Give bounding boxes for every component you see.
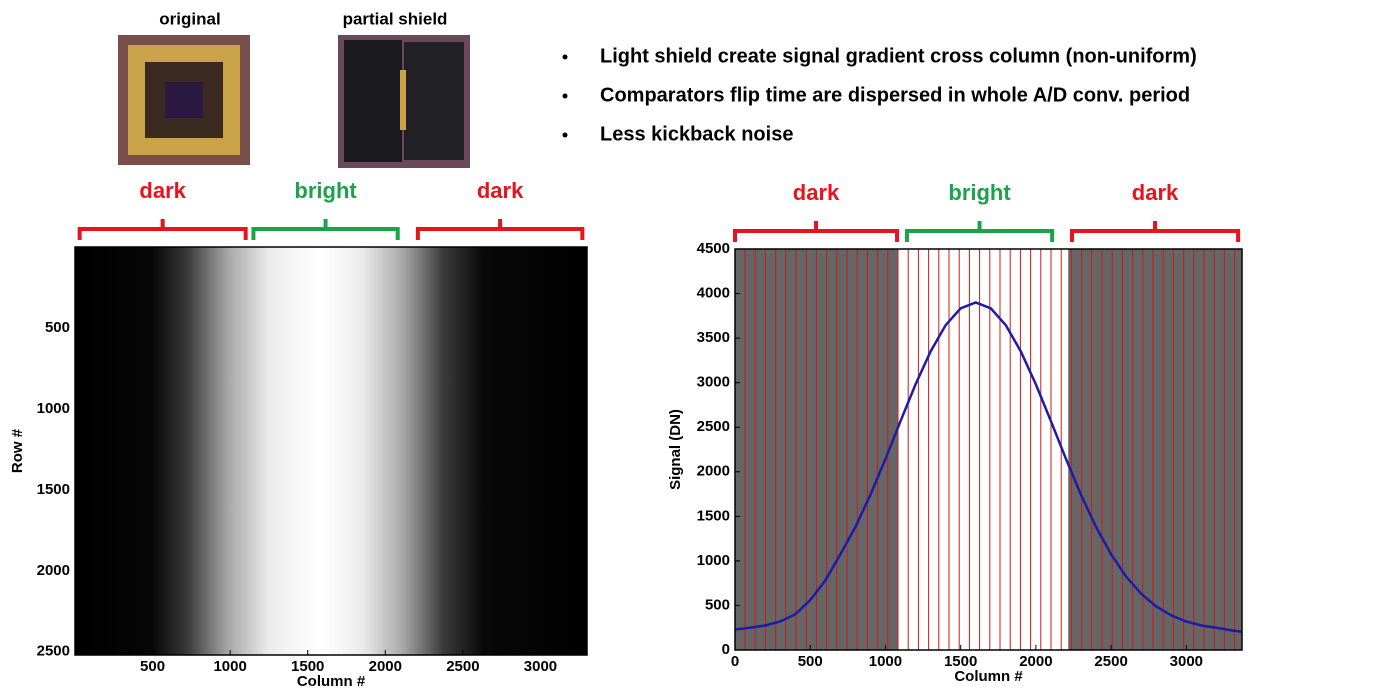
- x-axis-label: Column #: [297, 673, 366, 690]
- x-tick-label: 500: [140, 658, 165, 675]
- x-tick-label: 2500: [1094, 653, 1127, 670]
- bullet-dot: [563, 55, 568, 60]
- x-axis-label: Column #: [954, 668, 1023, 685]
- y-tick-label: 500: [705, 596, 730, 613]
- y-axis-label: Signal (DN): [667, 409, 684, 490]
- image-plot: [75, 247, 587, 655]
- y-tick-label: 2500: [697, 418, 730, 435]
- region-label: bright: [294, 178, 357, 203]
- y-tick-label: 2000: [697, 463, 730, 480]
- region-label: dark: [477, 178, 524, 203]
- y-tick-label: 2500: [37, 643, 70, 660]
- region-label: dark: [793, 180, 840, 205]
- region-bracket: [253, 219, 397, 240]
- y-tick-label: 1000: [37, 400, 70, 417]
- bullet-dot: [563, 94, 568, 99]
- slide: original partial shield Light shield cre…: [0, 0, 1374, 696]
- y-tick-label: 0: [722, 641, 730, 658]
- x-tick-label: 3000: [1170, 653, 1203, 670]
- photo-label: original: [159, 9, 220, 28]
- y-tick-label: 4000: [697, 285, 730, 302]
- y-tick-label: 3000: [697, 374, 730, 391]
- y-tick-label: 1500: [697, 507, 730, 524]
- x-tick-label: 2000: [1019, 653, 1052, 670]
- x-tick-label: 1000: [213, 658, 246, 675]
- y-tick-label: 3500: [697, 329, 730, 346]
- y-tick-label: 2000: [37, 562, 70, 579]
- y-tick-label: 4500: [697, 240, 730, 257]
- region-bracket: [907, 221, 1052, 242]
- photo-original: [118, 35, 250, 165]
- region-label: bright: [948, 180, 1011, 205]
- region-label: dark: [139, 178, 186, 203]
- x-tick-label: 3000: [524, 658, 557, 675]
- x-tick-label: 500: [798, 653, 823, 670]
- bullet-text: Light shield create signal gradient cros…: [600, 45, 1197, 67]
- photo-label: partial shield: [343, 9, 448, 28]
- y-tick-label: 1500: [37, 481, 70, 498]
- bullet-text: Less kickback noise: [600, 123, 793, 145]
- x-tick-label: 0: [731, 653, 739, 670]
- region-bracket: [1072, 221, 1238, 242]
- x-tick-label: 1000: [869, 653, 902, 670]
- region-label: dark: [1132, 180, 1179, 205]
- y-axis-label: Row #: [9, 428, 26, 473]
- bullet-text: Comparators flip time are dispersed in w…: [600, 84, 1190, 106]
- region-bracket: [735, 221, 897, 242]
- y-tick-label: 500: [45, 319, 70, 336]
- region-bracket: [80, 219, 246, 240]
- region-bracket: [418, 219, 582, 240]
- shade-band: [1068, 249, 1242, 650]
- x-tick-label: 2000: [369, 658, 402, 675]
- x-tick-label: 2500: [446, 658, 479, 675]
- y-tick-label: 1000: [697, 552, 730, 569]
- bullet-dot: [563, 133, 568, 138]
- photo-shield: [338, 35, 470, 168]
